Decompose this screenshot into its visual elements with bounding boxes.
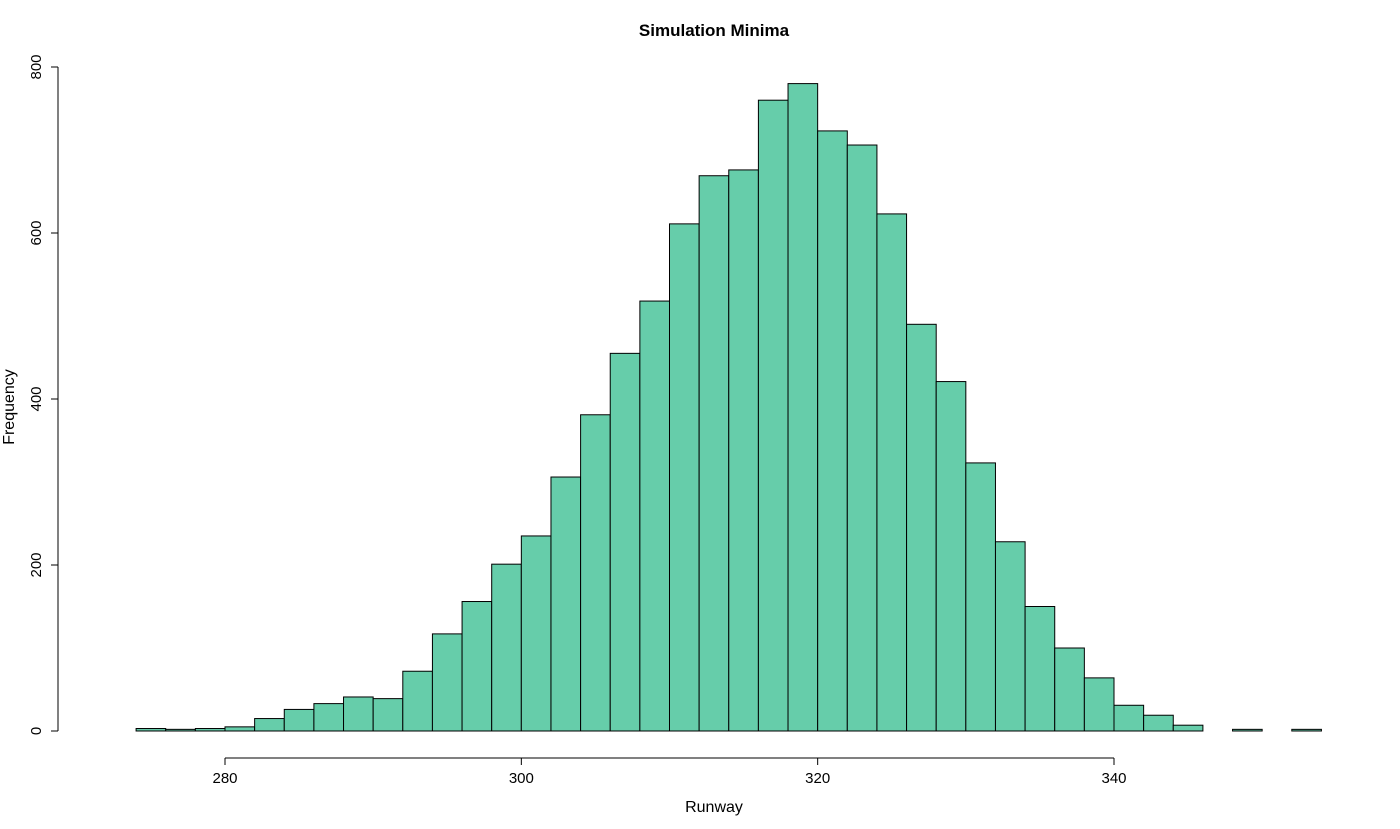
histogram-bar [1232, 728, 1263, 732]
histogram-bar [283, 708, 315, 732]
histogram-bar [224, 726, 256, 732]
histogram-bar [935, 381, 967, 732]
histogram-bar [1113, 704, 1145, 732]
histogram-bar [431, 633, 463, 732]
histogram-bar [757, 99, 789, 732]
histogram-bar [580, 414, 611, 732]
histogram-bar [1172, 724, 1204, 732]
y-tick-label: 0 [28, 727, 45, 735]
histogram-bar [965, 462, 996, 732]
histogram-bar [994, 541, 1026, 732]
y-tick-label: 400 [28, 386, 45, 411]
y-tick-label: 800 [28, 54, 45, 79]
histogram-bar [1024, 606, 1056, 732]
x-tick-label: 280 [212, 770, 237, 787]
histogram-bar [609, 352, 641, 732]
histogram-bar [698, 175, 730, 732]
x-axis-label: Runway [685, 799, 743, 816]
histogram-bar [194, 728, 226, 732]
x-tick-label: 300 [509, 770, 534, 787]
histogram-bar [787, 83, 819, 732]
histogram-bar [1143, 714, 1174, 732]
chart-title: Simulation Minima [639, 21, 790, 40]
y-axis: 0 200 400 600 800 [28, 54, 59, 735]
histogram-bar [461, 601, 493, 732]
histogram-bar [639, 300, 670, 732]
histogram-bar [520, 535, 552, 732]
histogram-bar [372, 698, 404, 732]
histogram-bar [1291, 728, 1322, 732]
histogram-bar [165, 728, 196, 732]
x-tick-label: 340 [1101, 770, 1126, 787]
bars-group [135, 83, 1322, 732]
y-tick-label: 200 [28, 552, 45, 577]
histogram-bar [254, 718, 285, 732]
histogram-bar [817, 130, 848, 732]
histogram-bar [550, 476, 582, 732]
histogram-bar [1083, 677, 1115, 732]
x-axis: 280 300 320 340 [212, 757, 1127, 787]
histogram-bar [313, 703, 345, 732]
y-tick-label: 600 [28, 220, 45, 245]
x-tick-label: 320 [805, 770, 830, 787]
histogram-bar [343, 696, 374, 732]
histogram-bar [402, 670, 433, 732]
histogram-bar [906, 323, 937, 732]
histogram-bar [1054, 647, 1085, 732]
histogram-bar [876, 213, 908, 732]
histogram-bar [728, 169, 759, 732]
histogram-bar [491, 563, 522, 732]
histogram-bar [135, 728, 167, 732]
histogram-bar [669, 223, 700, 732]
y-axis-label: Frequency [1, 369, 18, 445]
histogram-bar [846, 144, 878, 732]
